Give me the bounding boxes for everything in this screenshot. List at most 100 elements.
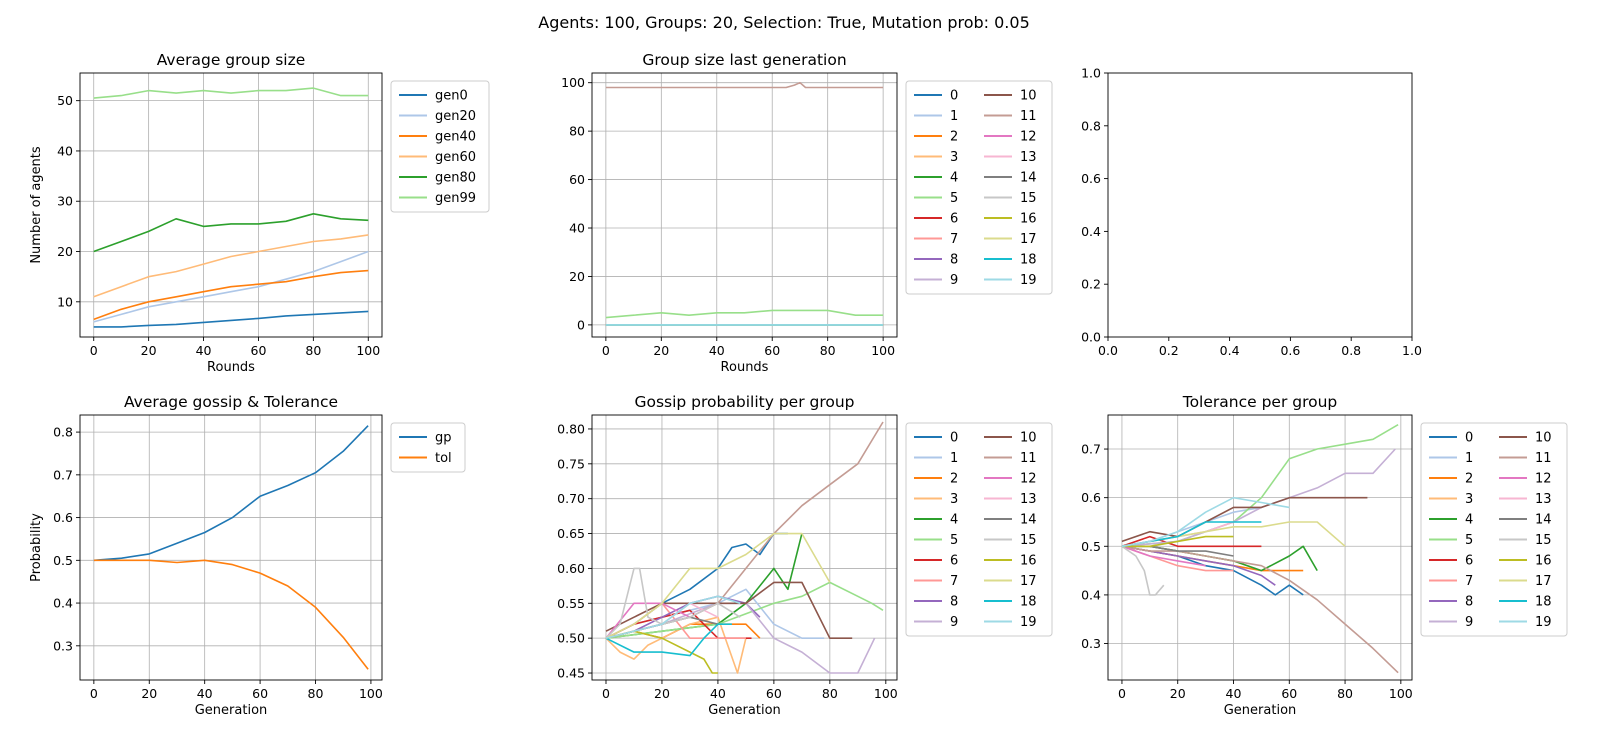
legend-entry-label: 4: [950, 513, 958, 528]
y-tick-label: 0.55: [557, 596, 585, 611]
x-tick-label: 80: [822, 686, 838, 701]
series-line-9: [605, 602, 876, 674]
x-tick-label: 100: [874, 686, 898, 701]
y-tick-label: 0.3: [53, 638, 73, 653]
legend-entry-label: 10: [1020, 89, 1037, 104]
y-tick-label: 40: [569, 221, 585, 236]
legend-entry-label: 5: [950, 533, 958, 548]
y-tick-label: 20: [569, 269, 585, 284]
y-tick-label: 0.50: [557, 631, 585, 646]
axes-frame: [79, 72, 383, 338]
x-tick-label: 0.8: [1341, 343, 1361, 358]
series-line-gp: [93, 425, 369, 562]
legend-entry-label: 6: [950, 212, 958, 227]
x-tick-label: 0.4: [1220, 343, 1240, 358]
legend-entry-label: 1: [950, 451, 958, 466]
legend-entry-label: 1: [1465, 451, 1473, 466]
legend-entry-label: gen0: [435, 89, 468, 104]
x-tick-label: 0: [602, 686, 610, 701]
y-tick-label: 100: [561, 75, 585, 90]
x-axis-label: Rounds: [207, 360, 255, 375]
chart-title: Gossip probability per group: [634, 393, 854, 411]
x-tick-label: 100: [356, 343, 380, 358]
legend-box: [905, 80, 1053, 295]
series-line-10: [1121, 496, 1368, 543]
legend-box: [390, 422, 466, 473]
y-tick-label: 0.6: [53, 510, 73, 525]
y-tick-label: 50: [57, 93, 73, 108]
series-line-5: [1121, 424, 1399, 548]
legend-entry-label: 13: [1020, 150, 1037, 165]
y-tick-label: 0.0: [1081, 330, 1101, 345]
legend-entry-label: 4: [1465, 513, 1473, 528]
legend-entry-label: 15: [1020, 191, 1037, 206]
series-line-gen40: [93, 269, 369, 321]
legend-entry-label: 10: [1535, 431, 1552, 446]
legend-entry-label: 3: [950, 492, 958, 507]
x-axis-label: Generation: [708, 703, 781, 718]
axes-frame: [79, 414, 383, 681]
x-tick-label: 0: [1118, 686, 1126, 701]
axes-frame: [1107, 72, 1413, 338]
y-tick-label: 80: [569, 124, 585, 139]
legend-entry-label: 8: [950, 595, 958, 610]
y-tick-label: 30: [57, 194, 73, 209]
x-tick-label: 20: [653, 343, 669, 358]
y-tick-label: 0.2: [1081, 277, 1101, 292]
legend-box: [390, 80, 490, 213]
y-tick-label: 0.8: [53, 425, 73, 440]
y-axis-label: Probability: [29, 513, 44, 582]
legend-entry-label: tol: [435, 451, 452, 466]
series-line-tol: [93, 559, 369, 670]
series-line-11: [1121, 545, 1399, 674]
chart-title: Average group size: [157, 51, 306, 69]
series-line-11: [605, 421, 884, 639]
x-axis-label: Rounds: [721, 360, 769, 375]
figure-suptitle: Agents: 100, Groups: 20, Selection: True…: [538, 13, 1030, 32]
legend-entry-label: gen99: [435, 191, 476, 206]
legend-entry-label: 15: [1020, 533, 1037, 548]
y-tick-label: 0.70: [557, 491, 585, 506]
legend-entry-label: 16: [1020, 554, 1037, 569]
x-tick-label: 100: [1389, 686, 1413, 701]
legend-entry-label: gen60: [435, 150, 476, 165]
y-tick-label: 0.5: [1081, 539, 1101, 554]
legend-entry-label: 11: [1020, 451, 1037, 466]
x-tick-label: 80: [308, 686, 324, 701]
series-line-6: [1121, 535, 1262, 548]
legend-entry-label: 9: [1465, 615, 1473, 630]
legend-entry-label: 0: [950, 431, 958, 446]
y-tick-label: 0.4: [1081, 587, 1101, 602]
x-tick-label: 40: [709, 343, 725, 358]
x-tick-label: 1.0: [1402, 343, 1422, 358]
legend-entry-label: 19: [1020, 273, 1037, 288]
legend-entry-label: 8: [1465, 595, 1473, 610]
legend-entry-label: 7: [1465, 574, 1473, 589]
legend-entry-label: 17: [1020, 574, 1037, 589]
legend-entry-label: 16: [1535, 554, 1552, 569]
y-tick-label: 60: [569, 172, 585, 187]
legend-entry-label: 7: [950, 574, 958, 589]
chart-title: Average gossip & Tolerance: [124, 393, 338, 411]
legend-entry-label: 1: [950, 109, 958, 124]
legend-entry-label: 11: [1535, 451, 1552, 466]
chart-avg-group-size: 0 20 40 60 80 100 10 20 30 40 50 Average group size…: [29, 51, 490, 375]
legend-entry-label: gp: [435, 431, 452, 446]
legend-entry-label: 10: [1020, 431, 1037, 446]
legend-entry-label: 19: [1020, 615, 1037, 630]
x-tick-label: 20: [141, 686, 157, 701]
series-line-11: [605, 81, 884, 89]
legend-box: [1420, 422, 1568, 637]
chart-title: Tolerance per group: [1182, 393, 1338, 411]
legend-entry-label: 12: [1020, 472, 1037, 487]
series-group: [93, 87, 369, 328]
axes-frame: [591, 414, 898, 681]
series-group: [605, 421, 884, 674]
series-line-17: [605, 532, 831, 639]
x-tick-label: 20: [141, 343, 157, 358]
legend-entry-label: 13: [1020, 492, 1037, 507]
